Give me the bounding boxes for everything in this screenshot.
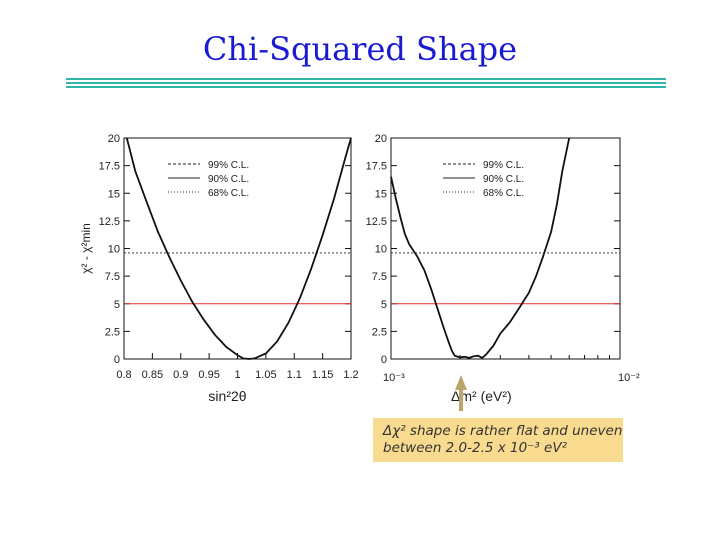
panel2-ytick-label: 10 <box>375 244 387 256</box>
panel2-ytick-label: 5 <box>381 299 387 311</box>
title-divider <box>66 78 666 92</box>
panel1-xtick-label: 1 <box>234 369 240 381</box>
panel2-xtick-label: 10⁻³ <box>383 372 405 384</box>
panel1-ytick-label: 0 <box>114 354 120 366</box>
panel1-ytick-label: 17.5 <box>99 161 120 173</box>
panel1-xtick-label: 1.05 <box>255 369 276 381</box>
panel1-ytick-label: 12.5 <box>99 216 120 228</box>
panel2-legend-label: 90% C.L. <box>483 174 524 185</box>
panel2-xlabel: Δm² (eV²) <box>451 388 512 404</box>
panel1-ylabel: χ² - χ²min <box>79 223 93 274</box>
panel2-xtick-label: 10⁻² <box>618 372 640 384</box>
panel1-xtick-label: 1.15 <box>312 369 333 381</box>
panel2-ytick-label: 0 <box>381 354 387 366</box>
chi-squared-plots: 0 2.5 5 7.5 10 12.5 15 17.5 20 0.8 0.85 0.9 0.95 1 1.0… <box>79 133 640 411</box>
panel1-xtick-label: 0.9 <box>173 369 188 381</box>
panel1-xtick-label: 0.95 <box>198 369 219 381</box>
panel2-ytick-label: 15 <box>375 188 387 200</box>
slide-title: Chi-Squared Shape <box>202 30 518 68</box>
panel1-ytick-label: 20 <box>108 133 120 145</box>
panel1-xlabel: sin²2θ <box>208 388 246 404</box>
panel2-legend-label: 99% C.L. <box>483 160 524 171</box>
panel2-ytick-label: 12.5 <box>366 216 387 228</box>
note-box: Δχ² shape is rather flat and uneven betw… <box>373 418 623 462</box>
panel1-xtick-label: 0.85 <box>142 369 163 381</box>
panel1-chi2-curve <box>125 137 352 360</box>
note-line-1: Δχ² shape is rather flat and uneven <box>383 423 623 439</box>
panel1-xtick-label: 1.1 <box>287 369 302 381</box>
panel2-ytick-label: 17.5 <box>366 161 387 173</box>
panel1-xtick-label: 0.8 <box>116 369 131 381</box>
panel1-legend-label: 68% C.L. <box>208 188 249 199</box>
panel1-ytick-label: 2.5 <box>105 326 120 338</box>
panel2-ytick-label: 7.5 <box>372 271 387 283</box>
panel2-frame <box>390 137 621 360</box>
panel2-ytick-label: 20 <box>375 133 387 145</box>
panel1-legend-label: 99% C.L. <box>208 160 249 171</box>
panel1-xtick-label: 1.2 <box>343 369 358 381</box>
panel1-ytick-label: 10 <box>108 244 120 256</box>
arrow-head <box>455 375 467 390</box>
panel2-ytick-label: 2.5 <box>372 326 387 338</box>
panel1-ytick-label: 5 <box>114 299 120 311</box>
note-line-2: between 2.0-2.5 x 10⁻³ eV² <box>383 440 568 456</box>
panel1-frame <box>123 137 352 360</box>
panel1-ytick-label: 7.5 <box>105 271 120 283</box>
panel2-legend-label: 68% C.L. <box>483 188 524 199</box>
panel1-legend-label: 90% C.L. <box>208 174 249 185</box>
panel1-ytick-label: 15 <box>108 188 120 200</box>
panel2-chi2-curve <box>390 137 571 359</box>
arrow-shaft <box>459 389 463 411</box>
